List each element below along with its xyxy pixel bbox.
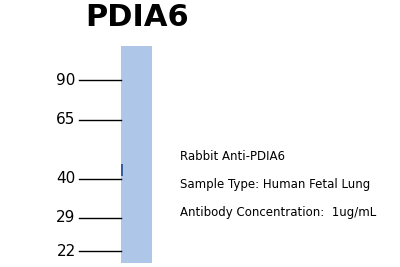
FancyBboxPatch shape: [121, 164, 123, 176]
FancyBboxPatch shape: [121, 164, 123, 176]
Text: 65: 65: [56, 112, 76, 127]
FancyBboxPatch shape: [121, 164, 123, 176]
FancyBboxPatch shape: [121, 164, 123, 176]
FancyBboxPatch shape: [121, 164, 123, 176]
FancyBboxPatch shape: [121, 164, 123, 176]
FancyBboxPatch shape: [121, 164, 123, 176]
FancyBboxPatch shape: [121, 164, 123, 176]
FancyBboxPatch shape: [121, 164, 123, 176]
Text: Antibody Concentration:  1ug/mL: Antibody Concentration: 1ug/mL: [180, 206, 376, 219]
FancyBboxPatch shape: [121, 164, 123, 176]
FancyBboxPatch shape: [121, 164, 123, 176]
Text: 22: 22: [56, 244, 76, 259]
Text: Rabbit Anti-PDIA6: Rabbit Anti-PDIA6: [180, 150, 285, 163]
FancyBboxPatch shape: [121, 164, 123, 176]
FancyBboxPatch shape: [121, 164, 123, 176]
Text: 40: 40: [56, 171, 76, 186]
Text: 29: 29: [56, 210, 76, 225]
FancyBboxPatch shape: [121, 164, 123, 176]
Text: Sample Type: Human Fetal Lung: Sample Type: Human Fetal Lung: [180, 178, 370, 191]
FancyBboxPatch shape: [121, 164, 123, 176]
FancyBboxPatch shape: [121, 164, 123, 176]
Text: PDIA6: PDIA6: [85, 3, 189, 33]
FancyBboxPatch shape: [121, 164, 123, 176]
FancyBboxPatch shape: [121, 45, 152, 263]
FancyBboxPatch shape: [121, 164, 123, 176]
Text: 90: 90: [56, 73, 76, 88]
